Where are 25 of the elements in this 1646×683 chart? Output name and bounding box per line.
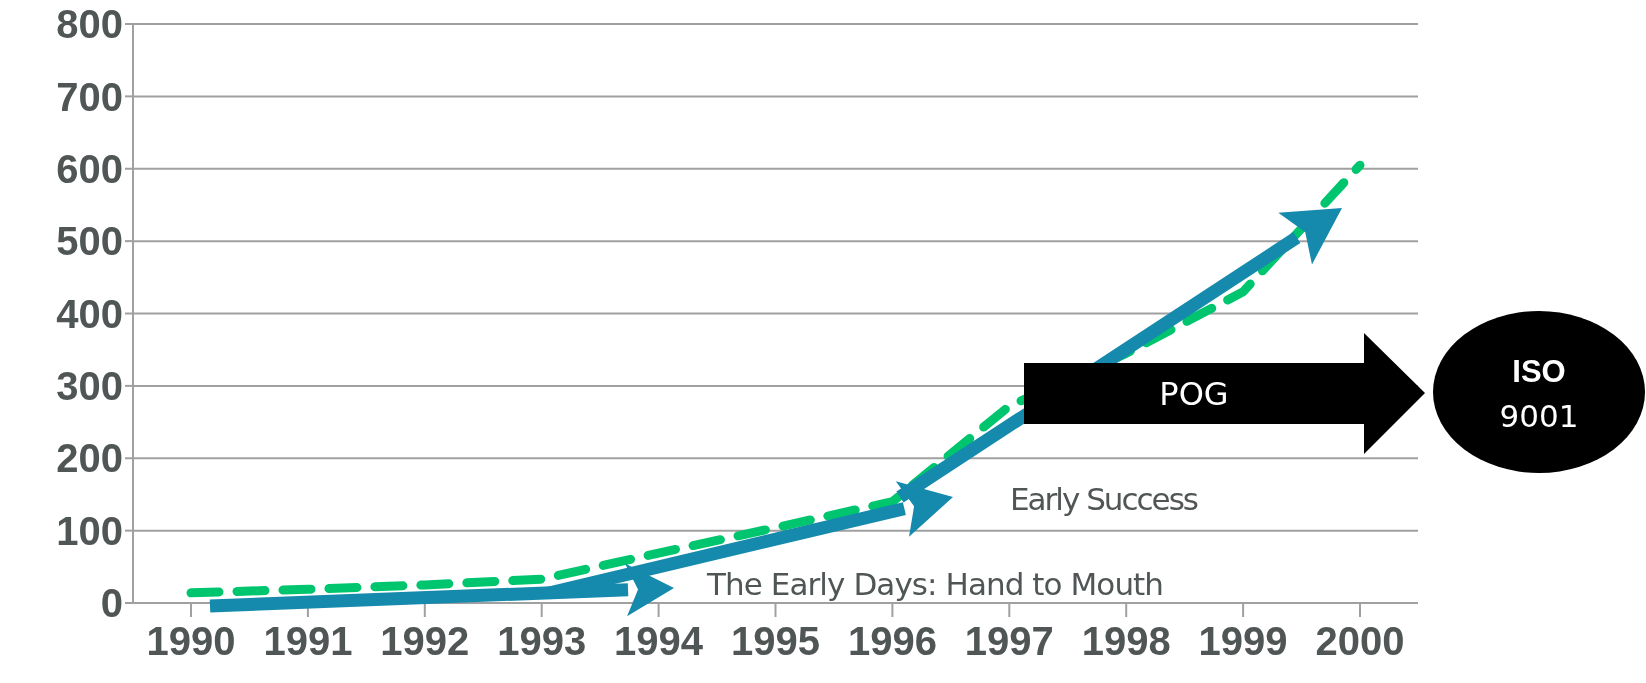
annotation: The Early Days: Hand to Mouth — [706, 566, 1164, 602]
y-tick-label: 500 — [56, 219, 123, 264]
x-tick-label: 1997 — [964, 619, 1054, 664]
x-tick-label: 2000 — [1315, 619, 1405, 664]
text: 9001 — [1499, 398, 1579, 434]
x-tick-label: 1993 — [497, 619, 587, 664]
x-tick-label: 1991 — [263, 619, 353, 664]
y-tick-label: 800 — [56, 2, 123, 47]
y-tick-label: 0 — [100, 581, 123, 626]
x-tick-label: 1999 — [1198, 619, 1288, 664]
annotation: Early Success — [1010, 481, 1199, 517]
x-tick-label: 1992 — [380, 619, 470, 664]
y-tick-label: 600 — [56, 146, 123, 191]
y-tick-label: 200 — [56, 436, 123, 481]
x-tick-label: 1998 — [1081, 619, 1171, 664]
x-tick-label: 1990 — [146, 619, 236, 664]
text: ISO — [1512, 354, 1566, 389]
y-tick-label: 100 — [56, 508, 123, 553]
x-tick-label: 1994 — [614, 619, 704, 664]
y-tick-label: 300 — [56, 364, 123, 409]
x-tick-label: 1996 — [847, 619, 937, 664]
y-tick-label: 700 — [56, 74, 123, 119]
x-tick-label: 1995 — [731, 619, 820, 664]
annotation: POG — [1159, 375, 1229, 413]
y-tick-label: 400 — [56, 291, 123, 336]
